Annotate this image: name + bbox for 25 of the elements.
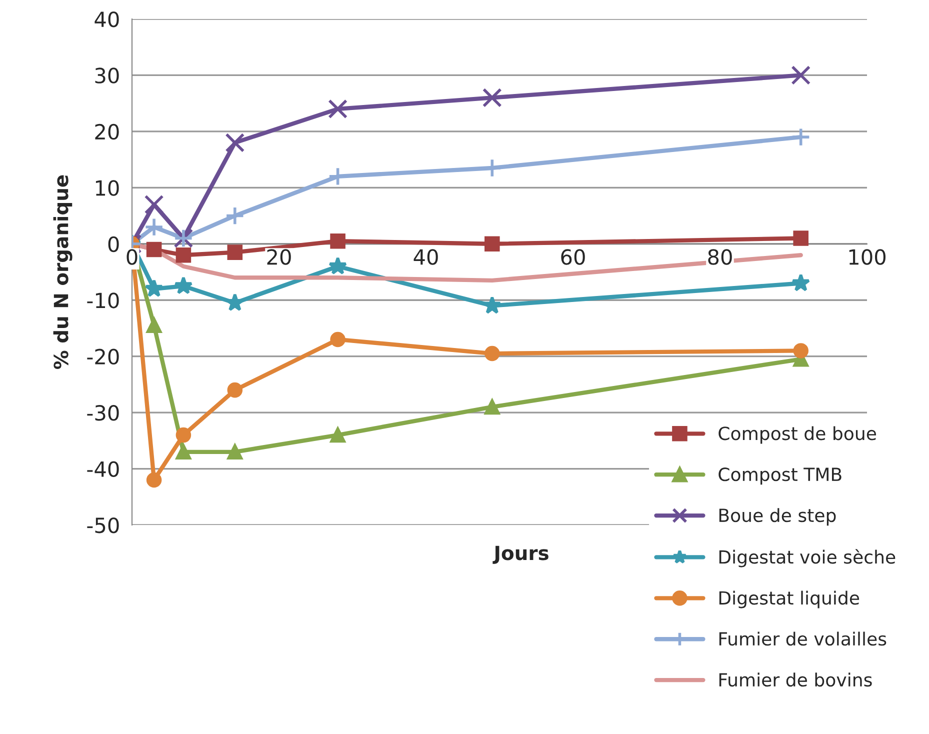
y-tick-label: -20 [87,348,119,365]
x-tick-label: 40 [414,249,438,265]
y-tick-label: 40 [94,11,119,28]
legend-label: Boue de step [719,508,836,526]
y-tick-label: 0 [108,236,119,252]
legend-label: Compost TMB [718,468,842,485]
legend-label: Digestat voie sèche [719,549,896,568]
legend-label: Fumier de volailles [719,632,886,646]
y-tick-label: -30 [87,405,119,421]
y-axis-title: % du N organique [53,175,72,370]
x-tick-label: 100 [849,249,886,265]
y-tick-label: 10 [96,180,119,196]
y-tick-label: -10 [87,292,119,308]
x-tick-label: 20 [267,249,291,265]
legend-label: Digestat liquide [719,590,860,608]
y-tick-label: -50 [87,517,119,534]
y-tick-label: -40 [87,461,119,477]
legend-label: Fumier de bovins [719,672,872,687]
x-tick-label: 80 [708,249,732,265]
x-tick-label: 0 [126,249,138,265]
y-tick-label: 20 [95,124,119,140]
x-tick-label: 60 [561,249,585,265]
y-tick-label: 30 [95,68,119,84]
x-axis-title: Jours [492,546,548,564]
legend-label: Compost de boue [718,426,876,444]
